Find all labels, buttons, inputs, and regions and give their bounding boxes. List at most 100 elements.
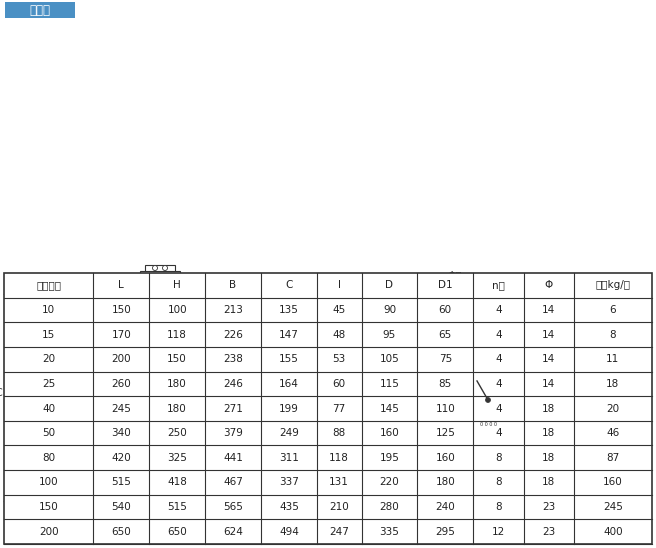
Text: 246: 246 bbox=[223, 379, 243, 389]
Text: 441: 441 bbox=[223, 453, 243, 463]
Text: 88: 88 bbox=[333, 428, 346, 438]
Circle shape bbox=[91, 385, 98, 391]
Text: 160: 160 bbox=[436, 453, 455, 463]
Text: 515: 515 bbox=[112, 477, 131, 487]
Ellipse shape bbox=[453, 344, 523, 456]
Ellipse shape bbox=[116, 343, 204, 443]
Circle shape bbox=[404, 426, 412, 434]
Bar bbox=[60, 417, 260, 429]
Text: 115: 115 bbox=[380, 379, 400, 389]
Text: 180: 180 bbox=[167, 403, 187, 414]
Text: 295: 295 bbox=[436, 527, 455, 536]
Text: 23: 23 bbox=[542, 502, 555, 512]
Text: 160: 160 bbox=[603, 477, 623, 487]
Text: 199: 199 bbox=[279, 403, 299, 414]
Text: 85: 85 bbox=[439, 379, 452, 389]
Text: 80: 80 bbox=[42, 453, 55, 463]
Text: 20: 20 bbox=[606, 403, 619, 414]
Text: 170: 170 bbox=[112, 329, 131, 340]
Bar bbox=[60, 495, 260, 507]
Circle shape bbox=[522, 504, 530, 512]
Circle shape bbox=[183, 324, 190, 331]
Text: Φ: Φ bbox=[544, 281, 553, 290]
Text: 60: 60 bbox=[333, 379, 346, 389]
Ellipse shape bbox=[444, 331, 532, 469]
Bar bbox=[120, 285, 200, 295]
Text: 40: 40 bbox=[42, 403, 55, 414]
Circle shape bbox=[159, 317, 166, 324]
Circle shape bbox=[97, 358, 104, 365]
Circle shape bbox=[222, 399, 229, 407]
Bar bbox=[4, 273, 652, 544]
Text: 18: 18 bbox=[542, 403, 555, 414]
Text: 60: 60 bbox=[439, 305, 452, 315]
Circle shape bbox=[106, 436, 113, 443]
Text: 8: 8 bbox=[495, 453, 502, 463]
Ellipse shape bbox=[106, 333, 214, 453]
Circle shape bbox=[204, 339, 211, 346]
Text: Φ－n: Φ－n bbox=[447, 270, 468, 280]
Bar bbox=[225, 499, 250, 511]
Circle shape bbox=[125, 453, 133, 460]
Text: 280: 280 bbox=[380, 502, 400, 512]
Circle shape bbox=[150, 461, 157, 468]
Text: 245: 245 bbox=[112, 403, 131, 414]
Text: 210: 210 bbox=[329, 502, 349, 512]
Text: 4: 4 bbox=[495, 379, 502, 389]
Text: 125: 125 bbox=[436, 428, 455, 438]
Circle shape bbox=[222, 390, 230, 397]
Text: 325: 325 bbox=[167, 453, 187, 463]
Bar bbox=[70, 499, 95, 511]
Text: 135: 135 bbox=[279, 305, 299, 315]
Text: 160: 160 bbox=[380, 428, 400, 438]
Text: 14: 14 bbox=[542, 329, 555, 340]
Text: 105: 105 bbox=[380, 354, 400, 364]
Text: 23: 23 bbox=[542, 527, 555, 536]
Text: 公称通径: 公称通径 bbox=[36, 281, 61, 290]
Text: 45: 45 bbox=[333, 305, 346, 315]
Text: 400: 400 bbox=[603, 527, 623, 536]
Text: 12: 12 bbox=[492, 527, 505, 536]
Circle shape bbox=[214, 425, 220, 432]
Bar bbox=[375, 374, 385, 426]
Bar bbox=[17, 363, 27, 423]
Bar bbox=[60, 379, 260, 391]
Text: 75: 75 bbox=[439, 354, 452, 364]
Text: H: H bbox=[173, 281, 181, 290]
Text: 131: 131 bbox=[329, 477, 349, 487]
Text: 249: 249 bbox=[279, 428, 299, 438]
Text: 245: 245 bbox=[603, 502, 623, 512]
Bar bbox=[60, 341, 260, 353]
Bar bbox=[255, 371, 297, 415]
Text: 11: 11 bbox=[606, 354, 619, 364]
Text: 118: 118 bbox=[329, 453, 349, 463]
Text: 95: 95 bbox=[383, 329, 396, 340]
Text: 14: 14 bbox=[542, 379, 555, 389]
Text: 240: 240 bbox=[436, 502, 455, 512]
Ellipse shape bbox=[66, 408, 88, 418]
Bar bbox=[23, 371, 65, 415]
Text: 150: 150 bbox=[112, 305, 131, 315]
Ellipse shape bbox=[232, 408, 254, 418]
Circle shape bbox=[564, 426, 572, 434]
Text: 4: 4 bbox=[495, 403, 502, 414]
Text: C: C bbox=[0, 388, 2, 398]
Bar bbox=[293, 363, 303, 423]
Circle shape bbox=[404, 366, 412, 374]
Text: 435: 435 bbox=[279, 502, 299, 512]
Text: 18: 18 bbox=[542, 453, 555, 463]
Text: 18: 18 bbox=[542, 477, 555, 487]
Bar bbox=[5, 2, 75, 18]
Text: 340: 340 bbox=[112, 428, 131, 438]
Text: 110: 110 bbox=[436, 403, 455, 414]
Text: B: B bbox=[318, 388, 325, 398]
Text: 494: 494 bbox=[279, 527, 299, 536]
Text: 8: 8 bbox=[495, 502, 502, 512]
Bar bbox=[140, 271, 180, 285]
Circle shape bbox=[552, 471, 560, 479]
Text: 145: 145 bbox=[380, 403, 400, 414]
Circle shape bbox=[112, 336, 119, 343]
Circle shape bbox=[460, 372, 516, 428]
Text: 18: 18 bbox=[542, 428, 555, 438]
Text: 150: 150 bbox=[39, 502, 58, 512]
